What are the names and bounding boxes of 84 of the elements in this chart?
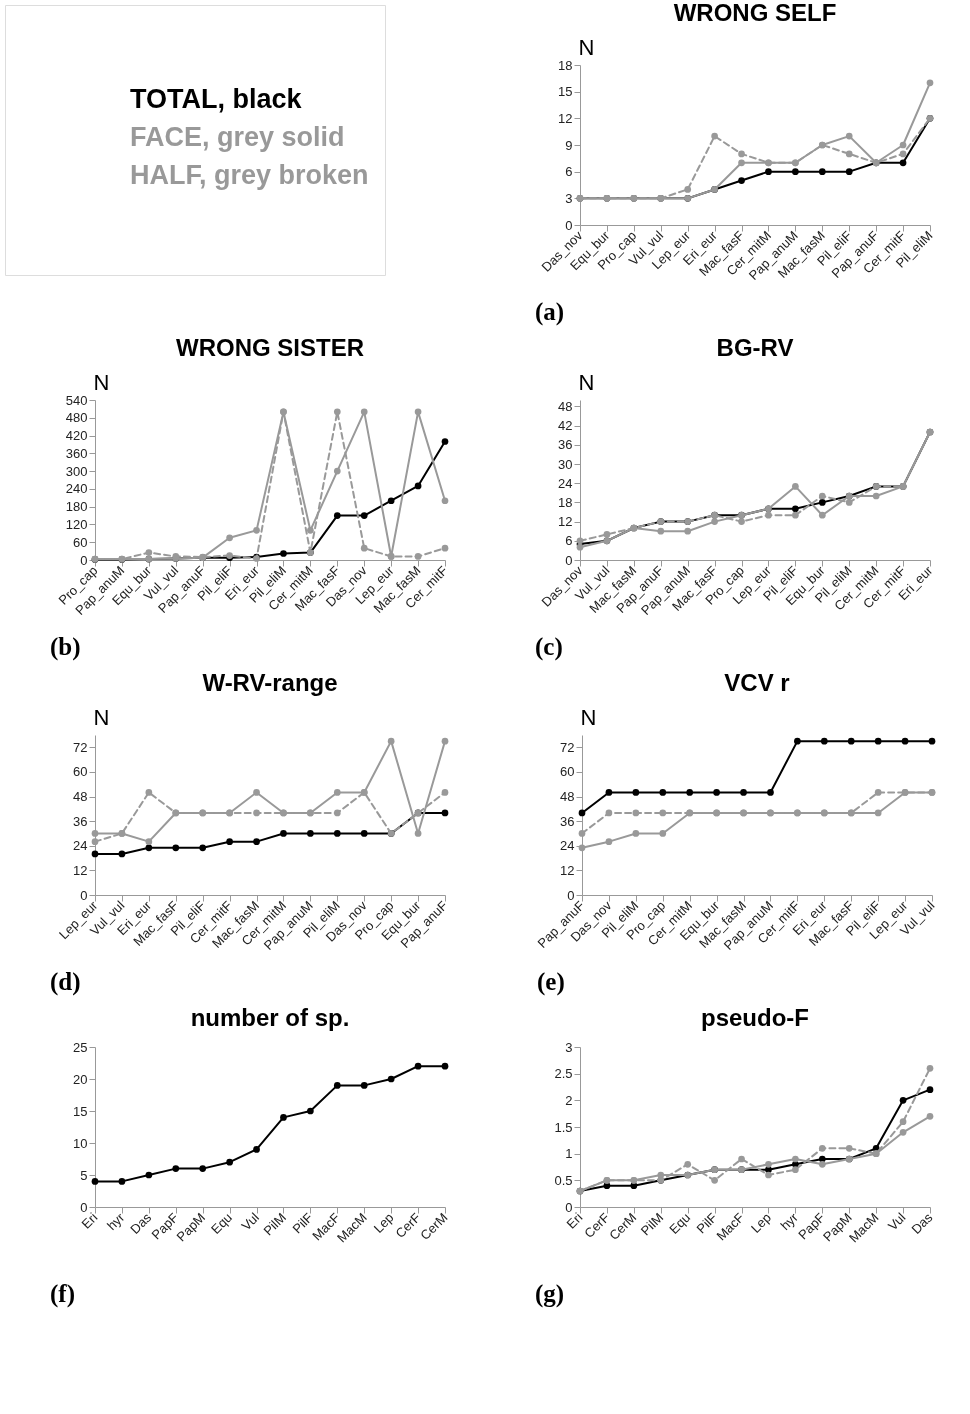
x-tick-label: Lep bbox=[370, 1209, 397, 1236]
chart-title: WRONG SELF bbox=[673, 0, 837, 26]
chart-title: W-RV-range bbox=[202, 669, 338, 696]
y-tick-label: 20 bbox=[73, 1071, 88, 1087]
text: (a) bbox=[535, 298, 565, 326]
y-tick-label: 15 bbox=[558, 84, 573, 100]
y-tick-label: 0.5 bbox=[554, 1172, 573, 1188]
y-tick-label: 24 bbox=[558, 475, 573, 491]
y-tick-label: 12 bbox=[558, 110, 573, 126]
y-tick-label: 48 bbox=[558, 398, 573, 414]
text: (e) bbox=[537, 968, 565, 996]
y-tick-label: 12 bbox=[73, 862, 88, 878]
y-tick-label: 0 bbox=[565, 217, 573, 233]
y-tick-label: 9 bbox=[565, 137, 573, 153]
text: FACE, grey solid bbox=[130, 122, 345, 152]
y-tick-label: 2.5 bbox=[554, 1066, 573, 1082]
y-tick-label: 24 bbox=[73, 838, 88, 854]
y-tick-label: 0 bbox=[567, 887, 575, 903]
y-axis-title: N bbox=[580, 704, 597, 730]
y-tick-label: 18 bbox=[558, 57, 573, 73]
text: HALF, grey broken bbox=[130, 160, 369, 190]
y-tick-label: 12 bbox=[558, 514, 573, 530]
y-tick-label: 5 bbox=[80, 1167, 88, 1183]
y-tick-label: 72 bbox=[560, 739, 575, 755]
y-tick-label: 60 bbox=[73, 534, 88, 550]
chart-title: BG-RV bbox=[716, 334, 794, 361]
y-tick-label: 42 bbox=[558, 418, 573, 434]
y-tick-label: 540 bbox=[65, 392, 88, 408]
y-tick-label: 180 bbox=[65, 499, 88, 515]
y-axis-title: N bbox=[93, 369, 110, 395]
y-tick-label: 24 bbox=[560, 838, 575, 854]
y-tick-label: 1 bbox=[565, 1146, 573, 1162]
y-tick-label: 36 bbox=[558, 437, 573, 453]
y-tick-label: 25 bbox=[73, 1039, 88, 1055]
x-tick-label: Vul bbox=[238, 1209, 263, 1234]
y-tick-label: 0 bbox=[565, 552, 573, 568]
y-tick-label: 3 bbox=[565, 190, 573, 206]
y-tick-label: 36 bbox=[560, 813, 575, 829]
y-tick-label: 72 bbox=[73, 739, 88, 755]
text: (f) bbox=[50, 1280, 75, 1308]
y-tick-label: 2 bbox=[565, 1092, 573, 1108]
y-tick-label: 15 bbox=[73, 1103, 88, 1119]
chart-title: WRONG SISTER bbox=[175, 334, 365, 361]
y-tick-label: 3 bbox=[565, 1039, 573, 1055]
y-tick-label: 60 bbox=[560, 764, 575, 780]
text: (b) bbox=[50, 633, 81, 661]
chart-title: pseudo-F bbox=[701, 1004, 809, 1031]
y-tick-label: 0 bbox=[80, 1199, 88, 1215]
y-tick-label: 480 bbox=[65, 410, 88, 426]
x-tick-label: Vul bbox=[884, 1209, 909, 1234]
chart-title: number of sp. bbox=[190, 1004, 350, 1031]
x-tick-label: Equ bbox=[666, 1209, 694, 1237]
y-tick-label: 300 bbox=[65, 463, 88, 479]
y-axis-title: N bbox=[93, 704, 110, 730]
x-tick-label: Equ bbox=[208, 1209, 236, 1237]
y-tick-label: 0 bbox=[565, 1199, 573, 1215]
text: TOTAL, black bbox=[130, 84, 303, 114]
y-tick-label: 420 bbox=[65, 428, 88, 444]
y-tick-label: 10 bbox=[73, 1135, 88, 1151]
y-tick-label: 0 bbox=[80, 552, 88, 568]
chart-title: VCV r bbox=[724, 669, 790, 696]
y-tick-label: 30 bbox=[558, 456, 573, 472]
y-tick-label: 240 bbox=[65, 481, 88, 497]
y-tick-label: 18 bbox=[558, 494, 573, 510]
y-axis-title: N bbox=[578, 369, 595, 395]
y-tick-label: 48 bbox=[73, 789, 88, 805]
y-tick-label: 36 bbox=[73, 813, 88, 829]
y-tick-label: 120 bbox=[65, 516, 88, 532]
y-tick-label: 1.5 bbox=[554, 1119, 573, 1135]
y-tick-label: 60 bbox=[73, 764, 88, 780]
y-tick-label: 6 bbox=[565, 533, 573, 549]
y-tick-label: 12 bbox=[560, 862, 575, 878]
y-tick-label: 6 bbox=[565, 164, 573, 180]
y-tick-label: 360 bbox=[65, 445, 88, 461]
text: (c) bbox=[535, 633, 563, 661]
x-tick-label: Das bbox=[908, 1209, 936, 1237]
text: (d) bbox=[50, 968, 81, 996]
y-tick-label: 48 bbox=[560, 789, 575, 805]
text: (g) bbox=[535, 1280, 565, 1308]
x-tick-label: hyr bbox=[103, 1209, 128, 1234]
y-tick-label: 0 bbox=[80, 887, 88, 903]
x-tick-label: PilM bbox=[637, 1209, 667, 1239]
y-axis-title: N bbox=[578, 34, 595, 60]
x-tick-label: Lep bbox=[747, 1209, 774, 1236]
